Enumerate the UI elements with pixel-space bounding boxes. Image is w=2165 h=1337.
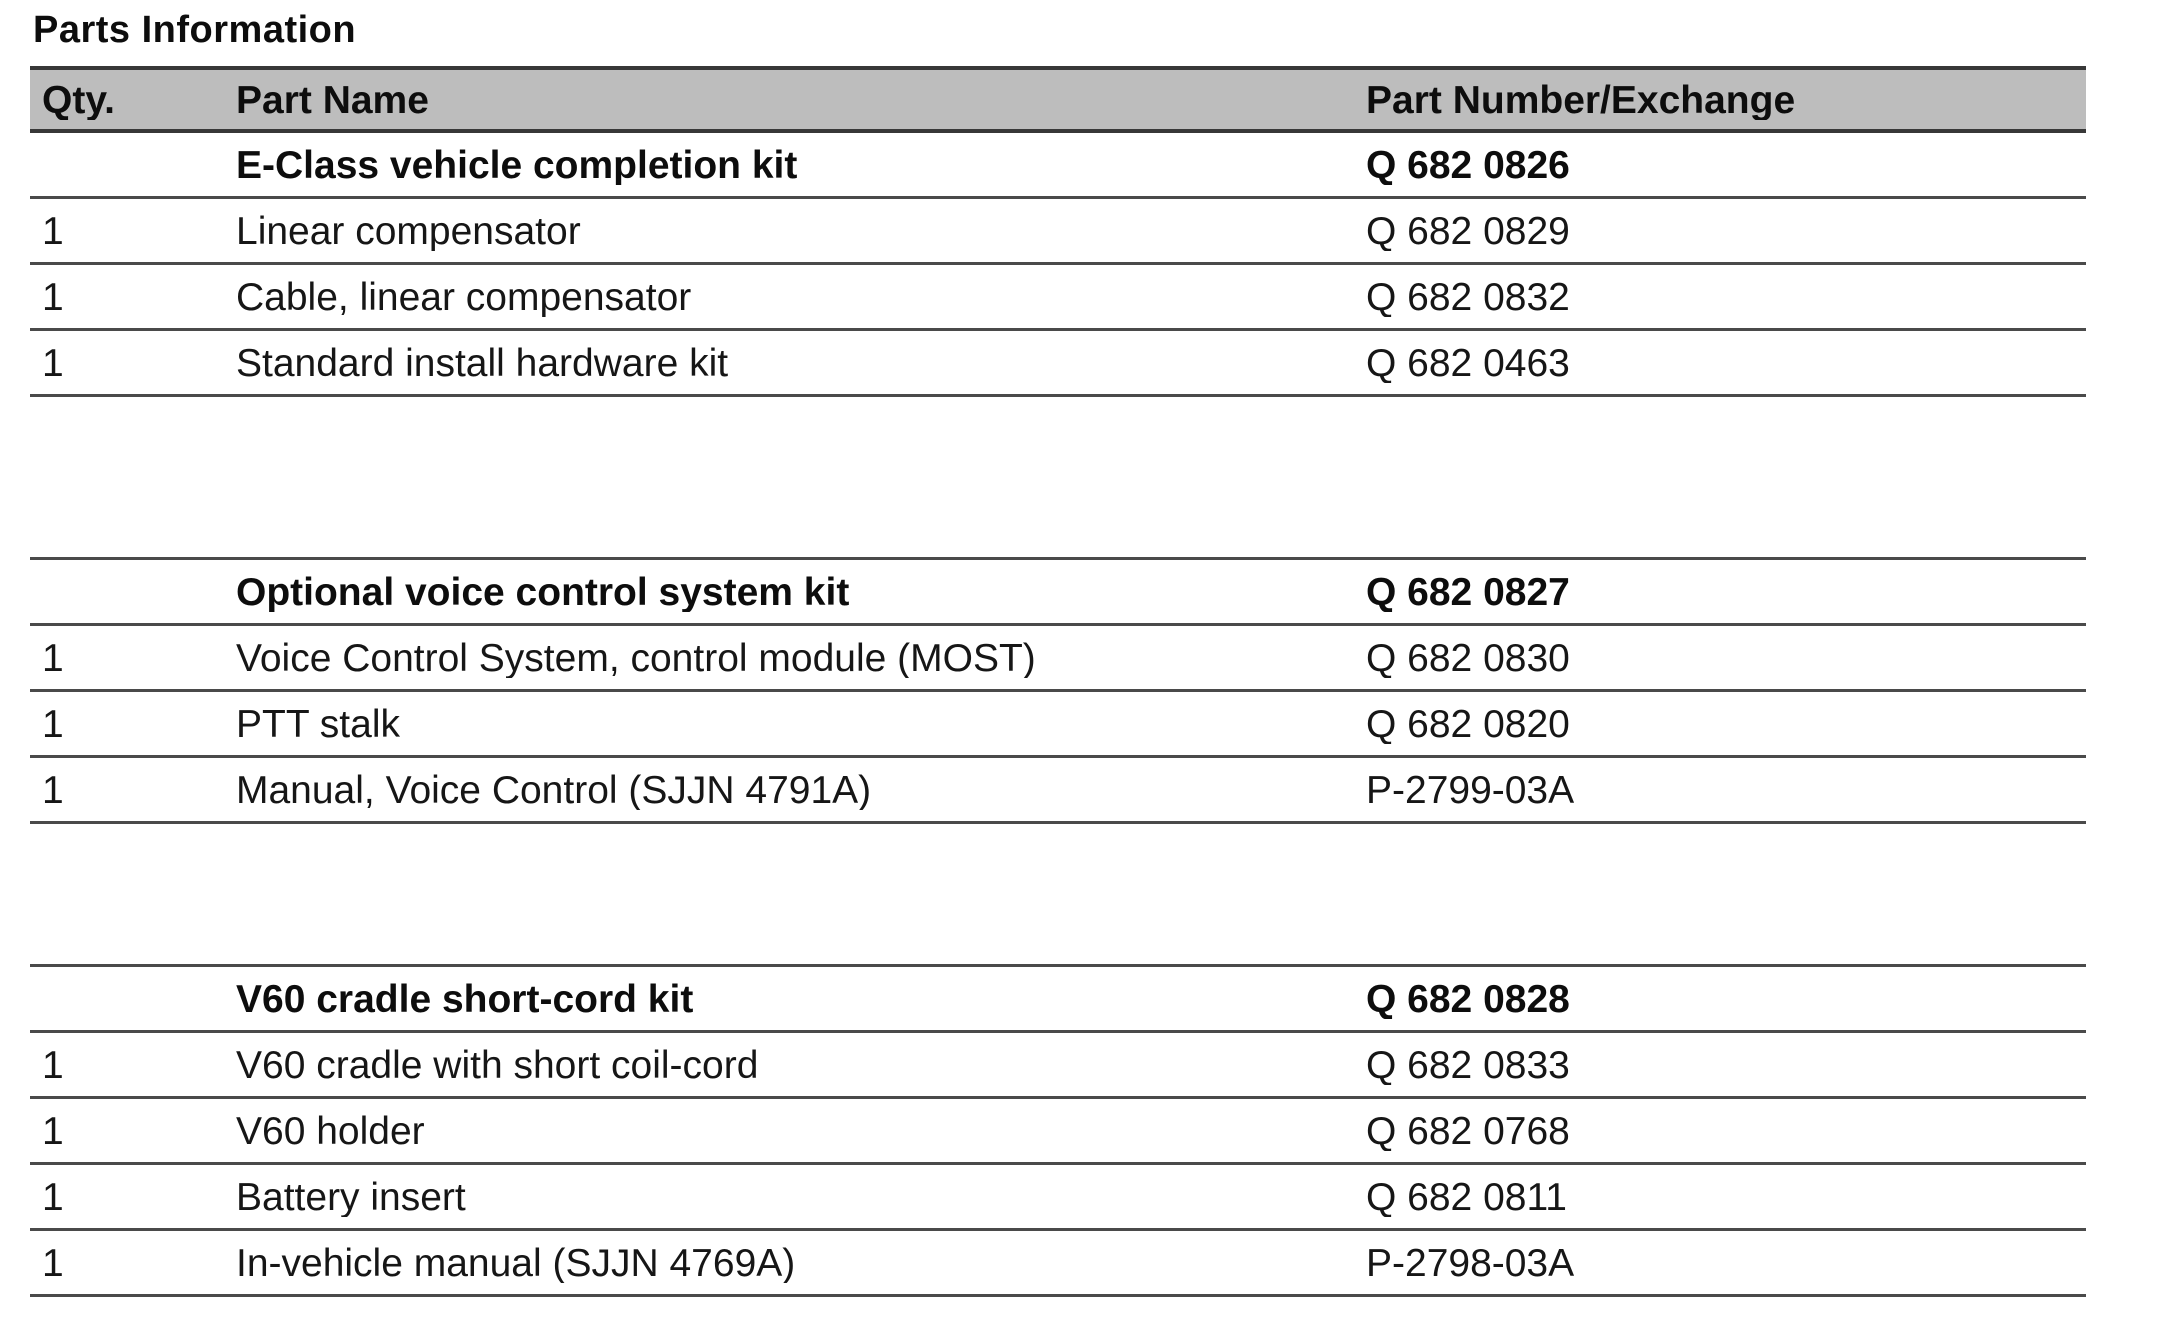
part-number-cell: P-2799-03A (1366, 769, 1575, 810)
part-name-cell: Voice Control System, control module (MO… (236, 637, 1036, 678)
qty-cell: 1 (42, 1176, 64, 1217)
qty-cell: 1 (42, 1110, 64, 1151)
qty-cell: 1 (42, 703, 64, 744)
table-row: 1 PTT stalk Q 682 0820 (30, 692, 2086, 758)
qty-cell: 1 (42, 637, 64, 678)
table-row: 1 Cable, linear compensator Q 682 0832 (30, 265, 2086, 331)
page-title: Parts Information (33, 9, 357, 51)
part-name-cell: V60 holder (236, 1110, 425, 1151)
part-number-cell: Q 682 0811 (1366, 1176, 1567, 1217)
part-name-column-header: Part Name (236, 79, 429, 120)
qty-cell: 1 (42, 210, 64, 251)
kit-header-row: E-Class vehicle completion kit Q 682 082… (30, 133, 2086, 199)
part-number-cell: Q 682 0826 (1366, 144, 1570, 185)
qty-cell (30, 164, 236, 166)
part-number-column-header: Part Number/Exchange (1366, 79, 1796, 120)
part-name-cell: Linear compensator (236, 210, 581, 251)
part-name-cell: Cable, linear compensator (236, 276, 692, 317)
part-name-cell: V60 cradle with short coil-cord (236, 1044, 759, 1085)
qty-cell: 1 (42, 769, 64, 810)
qty-cell: 1 (42, 1242, 64, 1283)
part-number-cell: P-2798-03A (1366, 1242, 1575, 1283)
qty-cell (30, 591, 236, 593)
table-row: 1 Battery insert Q 682 0811 (30, 1165, 2086, 1231)
table-row: 1 Standard install hardware kit Q 682 04… (30, 331, 2086, 397)
table-row: 1 Voice Control System, control module (… (30, 626, 2086, 692)
section-v60-cradle-kit: V60 cradle short-cord kit Q 682 0828 1 V… (30, 964, 2086, 1297)
qty-cell: 1 (42, 1044, 64, 1085)
table-row: 1 Linear compensator Q 682 0829 (30, 199, 2086, 265)
part-name-cell: Battery insert (236, 1176, 466, 1217)
section-voice-control-kit: Optional voice control system kit Q 682 … (30, 557, 2086, 824)
table-header-row: Qty. Part Name Part Number/Exchange (30, 66, 2086, 133)
part-number-cell: Q 682 0463 (1366, 342, 1570, 383)
part-number-cell: Q 682 0828 (1366, 978, 1570, 1019)
part-number-cell: Q 682 0830 (1366, 637, 1570, 678)
section-e-class-completion-kit: E-Class vehicle completion kit Q 682 082… (30, 133, 2086, 397)
part-number-cell: Q 682 0833 (1366, 1044, 1570, 1085)
qty-cell: 1 (42, 342, 64, 383)
part-number-cell: Q 682 0827 (1366, 571, 1570, 612)
kit-header-row: V60 cradle short-cord kit Q 682 0828 (30, 967, 2086, 1033)
part-number-cell: Q 682 0820 (1366, 703, 1570, 744)
qty-column-header: Qty. (42, 79, 115, 120)
part-name-cell: E-Class vehicle completion kit (236, 144, 798, 185)
part-name-cell: In-vehicle manual (SJJN 4769A) (236, 1242, 796, 1283)
table-row: 1 Manual, Voice Control (SJJN 4791A) P-2… (30, 758, 2086, 824)
part-name-cell: Optional voice control system kit (236, 571, 850, 612)
part-name-cell: PTT stalk (236, 703, 400, 744)
qty-cell (30, 998, 236, 1000)
part-number-cell: Q 682 0768 (1366, 1110, 1570, 1151)
part-name-cell: Manual, Voice Control (SJJN 4791A) (236, 769, 872, 810)
part-number-cell: Q 682 0832 (1366, 276, 1570, 317)
part-number-cell: Q 682 0829 (1366, 210, 1570, 251)
table-row: 1 V60 holder Q 682 0768 (30, 1099, 2086, 1165)
part-name-cell: Standard install hardware kit (236, 342, 729, 383)
table-row: 1 In-vehicle manual (SJJN 4769A) P-2798-… (30, 1231, 2086, 1297)
qty-cell: 1 (42, 276, 64, 317)
part-name-cell: V60 cradle short-cord kit (236, 978, 694, 1019)
kit-header-row: Optional voice control system kit Q 682 … (30, 560, 2086, 626)
table-row: 1 V60 cradle with short coil-cord Q 682 … (30, 1033, 2086, 1099)
parts-table: Qty. Part Name Part Number/Exchange E-Cl… (30, 66, 2086, 1297)
